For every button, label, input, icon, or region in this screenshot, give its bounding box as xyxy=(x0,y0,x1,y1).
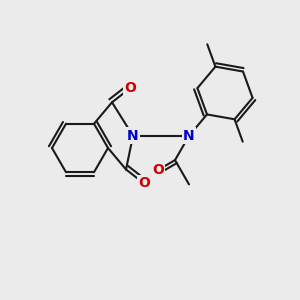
Text: N: N xyxy=(127,129,139,143)
Text: O: O xyxy=(152,163,164,177)
Text: O: O xyxy=(124,81,136,95)
Text: N: N xyxy=(183,129,195,143)
Text: O: O xyxy=(138,176,150,190)
